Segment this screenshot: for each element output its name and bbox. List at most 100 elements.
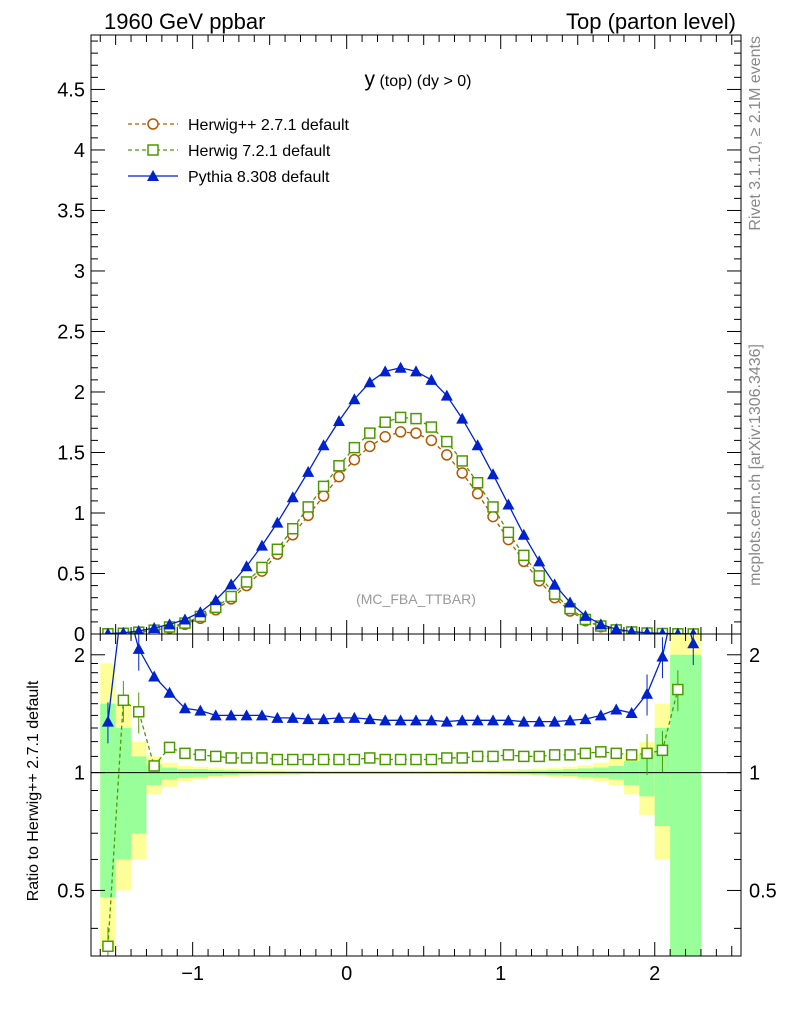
main-series-1-point <box>471 476 484 489</box>
ratio-series-line-0 <box>107 689 679 947</box>
main-series-2-point <box>148 621 161 633</box>
ratio-series-0-point <box>533 750 545 763</box>
ratio-series-1-point <box>641 687 654 699</box>
main-series-2-point <box>163 618 176 630</box>
ratio-series-0-point <box>502 749 515 761</box>
ratio-series-0-point <box>148 760 160 772</box>
header-right-title: Top (parton level) <box>566 9 736 34</box>
main-series-0-point <box>441 449 453 461</box>
legend-marker-0 <box>147 118 159 130</box>
ratio-series-0-point <box>487 750 499 763</box>
ratio-series-1-point <box>579 713 592 725</box>
ratio-series-0-point <box>287 753 299 766</box>
main-series-2-point <box>225 578 238 590</box>
main-series-0-point <box>394 426 407 438</box>
ratio-x-tick-label: 1 <box>495 963 506 985</box>
ratio-series-1-point <box>456 714 469 726</box>
ratio-band-inner <box>161 767 178 780</box>
ratio-series-1-point <box>440 715 453 727</box>
main-series-1-point <box>348 441 361 454</box>
ratio-series-0-point <box>471 750 484 763</box>
main-series-2-point <box>348 393 361 405</box>
header-left-title: 1960 GeV ppbar <box>104 9 265 34</box>
main-series-2-point <box>658 627 667 634</box>
main-series-2-point <box>440 389 453 401</box>
main-series-1-point <box>333 460 345 472</box>
ratio-series-1-point <box>471 714 484 726</box>
main-series-layer <box>102 361 700 634</box>
ratio-series-0-point <box>317 753 330 766</box>
ratio-series-0-point <box>132 706 145 718</box>
ratio-series-0-point <box>425 753 438 766</box>
ratio-series-1-point <box>625 706 638 718</box>
ratio-series-0-point <box>302 753 314 766</box>
main-series-0-point <box>471 487 484 500</box>
ratio-series-1-point <box>610 703 623 715</box>
main-series-1-point <box>225 590 237 603</box>
main-series-2-point <box>240 560 253 572</box>
main-series-2-point <box>302 465 315 477</box>
mcplots-label: mcplots.cern.ch [arXiv:1306.3436] <box>747 344 764 586</box>
main-series-1-point <box>487 501 499 513</box>
ratio-series-0-point <box>394 753 407 766</box>
ratio-series-1-point <box>487 714 500 726</box>
ratio-band-inner <box>115 728 132 860</box>
main-series-2-point <box>425 373 438 385</box>
ratio-series-1-point <box>548 715 561 727</box>
ratio-series-0-point <box>163 741 176 754</box>
ratio-x-tick-label: 0 <box>341 963 352 985</box>
ratio-series-0-point <box>548 749 561 761</box>
main-series-2-point <box>579 609 592 621</box>
ratio-series-1-point <box>117 586 129 597</box>
ratio-series-1-point <box>194 704 207 716</box>
ratio-series-1-point <box>132 642 145 654</box>
legend-label-0: Herwig++ 2.7.1 default <box>188 117 350 134</box>
ratio-series-0-point <box>610 747 622 760</box>
ratio-series-1-point <box>209 709 222 721</box>
legend-marker-1 <box>147 144 159 156</box>
ratio-series-1-point <box>687 637 700 649</box>
main-series-1-point <box>441 435 453 448</box>
ratio-series-0-point <box>348 753 361 766</box>
ratio-uncertainty-bands <box>91 634 741 956</box>
main-y-tick-label: 0.5 <box>57 563 85 585</box>
rivet-label: Rivet 3.1.10, ≥ 2.1M events <box>747 36 764 231</box>
ratio-band-inner <box>131 756 147 834</box>
ratio-series-1-point <box>101 715 114 727</box>
axes-layer: 0 0.5 1 1.5 2 2.5 3 3.5 4 4.5 −1 0 1 2 0.5 0.5 1 1 2 2 <box>57 35 777 985</box>
ratio-series-0-point <box>410 753 422 766</box>
ratio-series-0-point <box>210 750 222 763</box>
ratio-series-1-point <box>517 715 530 727</box>
main-y-tick-label: 0 <box>74 624 85 646</box>
main-y-tick-label: 1 <box>74 503 85 525</box>
main-series-0-point <box>425 434 438 447</box>
main-y-tick-label: 1.5 <box>57 442 85 464</box>
main-series-0-point <box>456 467 468 479</box>
ratio-series-layer <box>101 586 700 956</box>
main-series-2-point <box>610 623 623 634</box>
main-series-1-point <box>502 526 515 539</box>
main-series-2-point <box>456 412 469 424</box>
ratio-series-1-point <box>410 714 422 726</box>
ratio-series-0-point <box>102 940 114 953</box>
ratio-series-0-point <box>179 747 191 760</box>
ratio-series-0-point <box>672 683 684 696</box>
ratio-series-0-point <box>579 747 592 760</box>
ratio-series-1-point <box>363 713 376 725</box>
ratio-series-0-point <box>240 752 253 764</box>
main-series-1-point <box>533 570 545 582</box>
main-y-tick-label: 2 <box>74 382 85 404</box>
main-series-2-point <box>379 365 392 377</box>
main-series-2-point <box>564 596 577 608</box>
main-y-tick-label: 2.5 <box>57 321 85 343</box>
ratio-series-0-point <box>271 753 284 766</box>
main-series-2-point <box>194 606 207 618</box>
ratio-y-tick-label-right: 1 <box>749 763 760 785</box>
ratio-series-0-point <box>225 752 237 764</box>
main-series-2-point <box>594 618 607 630</box>
main-series-1-point <box>317 480 330 493</box>
ratio-series-1-point <box>425 714 438 726</box>
main-series-0-point <box>379 431 391 443</box>
main-series-1-point <box>394 411 407 424</box>
